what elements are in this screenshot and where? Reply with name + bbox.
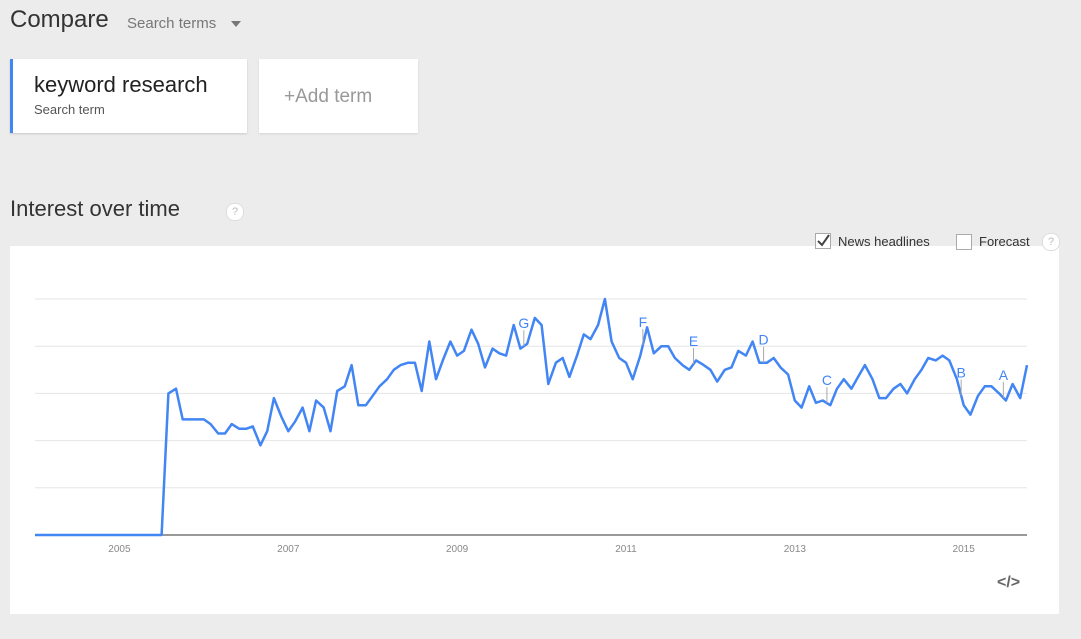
forecast-label: Forecast (979, 234, 1030, 249)
term-card[interactable]: keyword research Search term (10, 59, 247, 133)
x-tick-label: 2007 (277, 544, 300, 555)
embed-icon[interactable]: </> (997, 574, 1021, 591)
term-name: keyword research (34, 72, 208, 97)
annotation-label: C (822, 372, 832, 388)
x-tick-label: 2011 (615, 544, 637, 555)
annotation-label: A (999, 367, 1009, 383)
news-checkbox[interactable] (815, 233, 831, 249)
dropdown-caret[interactable] (231, 21, 241, 27)
add-term-card[interactable]: +Add term (259, 59, 418, 133)
x-tick-label: 2005 (108, 544, 131, 555)
search-terms-dropdown[interactable]: Search terms (127, 15, 217, 32)
x-tick-label: 2009 (446, 544, 469, 555)
section-title: Interest over time (10, 196, 180, 221)
chart-panel (10, 246, 1059, 614)
check (817, 234, 830, 247)
help-icon[interactable]: ? (1042, 233, 1060, 251)
news-label: News headlines (838, 234, 930, 249)
annotation-label: F (639, 314, 648, 330)
check-mark (817, 234, 830, 247)
compare-title: Compare (10, 6, 109, 33)
annotation-label: G (518, 315, 529, 331)
x-tick-label: 2015 (953, 544, 976, 555)
term-subtitle: Search term (34, 102, 105, 117)
annotation-label: B (956, 364, 965, 380)
add-term-label: Add term (295, 86, 373, 107)
plus: + (284, 86, 296, 107)
forecast-checkbox[interactable] (956, 234, 972, 250)
annotation-label: D (759, 332, 769, 348)
add-term[interactable]: +Add term (284, 86, 372, 108)
help-icon[interactable]: ? (226, 203, 244, 221)
trend-line (35, 297, 1029, 537)
annotation-label: E (689, 333, 698, 349)
x-tick-label: 2013 (784, 544, 807, 555)
